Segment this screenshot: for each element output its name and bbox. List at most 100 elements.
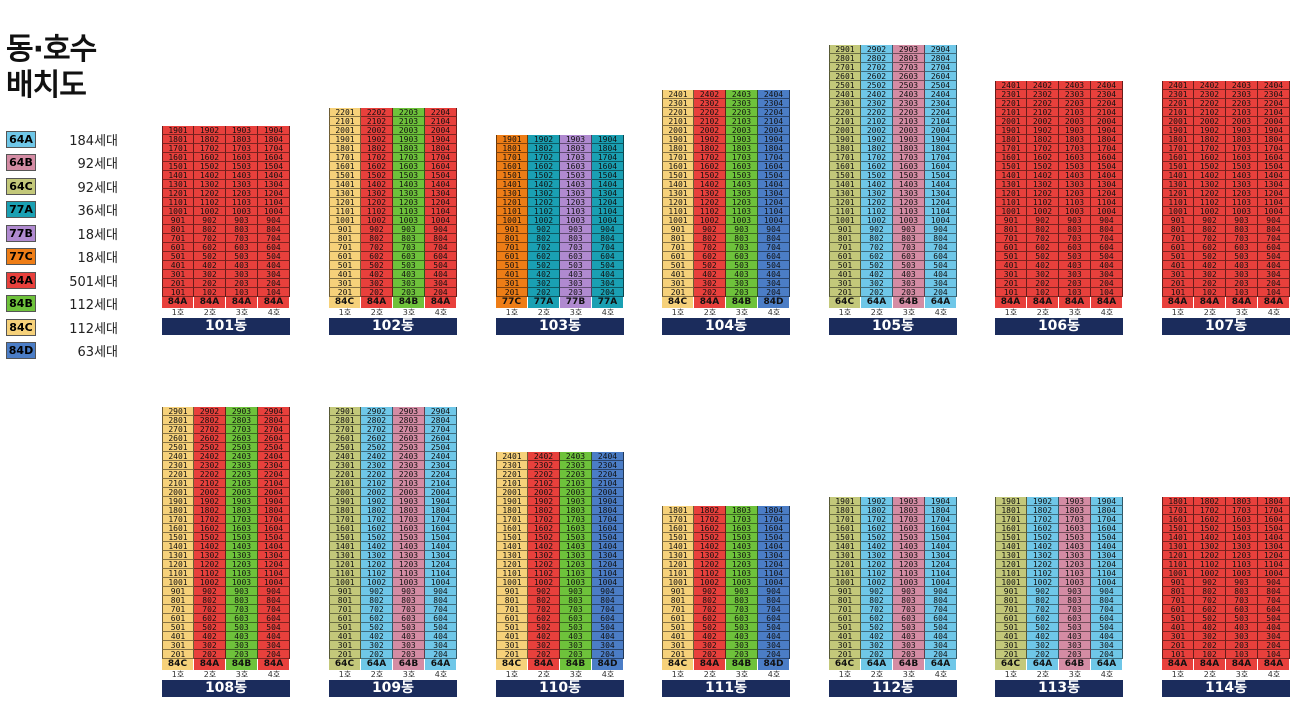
unit-cell: 601: [162, 243, 194, 252]
unit-cell: 1601: [1162, 153, 1194, 162]
unit-cell: 704: [758, 243, 790, 252]
unit-cell: 2303: [893, 99, 925, 108]
unit-cell: 602: [194, 243, 226, 252]
unit-cell: 2704: [925, 63, 957, 72]
line-number-label: 1호: [838, 308, 852, 317]
unit-cell: 804: [758, 596, 790, 605]
unit-cell: 1303: [726, 189, 758, 198]
unit-cell: 2503: [393, 443, 425, 452]
unit-cell: 2103: [1226, 108, 1258, 117]
building-name-label: 110동: [496, 680, 624, 697]
unit-cell: 202: [694, 288, 726, 297]
unit-cell: 701: [829, 243, 861, 252]
unit-cell: 1901: [995, 497, 1027, 506]
unit-cell: 1503: [393, 533, 425, 542]
unit-cell: 1704: [1258, 144, 1290, 153]
unit-cell: 804: [758, 234, 790, 243]
unit-cell: 1701: [496, 153, 528, 162]
unit-cell: 1402: [194, 171, 226, 180]
unit-cell: 202: [861, 288, 893, 297]
unit-cell: 1802: [528, 144, 560, 153]
unit-cell: 1704: [758, 153, 790, 162]
unit-stack: 2901 2801 2701 2601 2501 2401 2301 2201 2101 2001…: [162, 407, 290, 659]
page-title-line-2: 배치도: [6, 68, 87, 103]
unit-cell: 2004: [1091, 117, 1123, 126]
unit-cell: 1702: [361, 153, 393, 162]
unit-cell: 1202: [528, 560, 560, 569]
unit-cell: 701: [496, 605, 528, 614]
unit-cell: 1403: [893, 542, 925, 551]
unit-cell: 902: [361, 587, 393, 596]
unit-cell: 203: [226, 650, 258, 659]
building-9: 2901 2801 2701 2601 2501 2401 2301 2201 2101 2001…: [329, 407, 461, 714]
unit-cell: 1103: [726, 207, 758, 216]
unit-cell: 404: [258, 632, 290, 641]
unit-cell: 1903: [1226, 126, 1258, 135]
unit-cell: 1301: [662, 189, 694, 198]
line-number-row: 1호 2호 3호 4호: [829, 308, 957, 318]
unit-cell: 1201: [329, 198, 361, 207]
unit-cell: 901: [329, 587, 361, 596]
unit-cell: 204: [258, 650, 290, 659]
unit-cell: 1904: [425, 135, 457, 144]
unit-cell: 302: [361, 279, 393, 288]
unit-cell: 1102: [1027, 198, 1059, 207]
unit-cell: 1601: [662, 524, 694, 533]
unit-cell: 1204: [592, 198, 624, 207]
unit-cell: 1704: [1258, 506, 1290, 515]
unit-cell: 1504: [1258, 524, 1290, 533]
unit-cell: 602: [861, 614, 893, 623]
unit-cell: 1301: [1162, 180, 1194, 189]
unit-cell: 1001: [329, 216, 361, 225]
unit-cell: 401: [496, 270, 528, 279]
unit-cell: 504: [1091, 252, 1123, 261]
unit-cell: 1502: [1194, 524, 1226, 533]
unit-cell: 403: [726, 632, 758, 641]
unit-cell: 1203: [393, 560, 425, 569]
building-name-label: 103동: [496, 318, 624, 335]
line-column: 2901 2801 2701 2601 2501 2401 2301 2201 2101 2001…: [329, 407, 361, 659]
unit-stack: 1901 1801 1701 1601 1501 1401 1301 1201 1101 1001…: [995, 497, 1123, 659]
line-number-label: 3호: [902, 670, 916, 679]
unit-cell: 2002: [361, 126, 393, 135]
unit-cell: 301: [1162, 270, 1194, 279]
unit-cell: 1402: [861, 180, 893, 189]
legend-swatch: 77B: [6, 224, 36, 242]
unit-cell: 1401: [662, 542, 694, 551]
line-number-label: 1호: [505, 308, 519, 317]
unit-cell: 1702: [861, 515, 893, 524]
unit-cell: 2003: [893, 126, 925, 135]
unit-type-label: 84A: [694, 297, 726, 308]
unit-cell: 1101: [995, 569, 1027, 578]
unit-cell: 1202: [694, 198, 726, 207]
unit-cell: 903: [1059, 216, 1091, 225]
unit-cell: 2001: [329, 488, 361, 497]
unit-type-label: 84A: [995, 297, 1027, 308]
unit-cell: 2504: [925, 81, 957, 90]
unit-cell: 1204: [425, 198, 457, 207]
unit-cell: 2402: [361, 452, 393, 461]
unit-cell: 1503: [893, 533, 925, 542]
unit-cell: 2002: [1194, 117, 1226, 126]
unit-cell: 1202: [861, 560, 893, 569]
unit-cell: 2102: [1194, 108, 1226, 117]
unit-cell: 2902: [861, 45, 893, 54]
legend-item: 64A 184세대: [6, 128, 118, 150]
unit-cell: 904: [1258, 578, 1290, 587]
unit-cell: 504: [425, 261, 457, 270]
unit-cell: 1802: [194, 135, 226, 144]
unit-cell: 1903: [393, 135, 425, 144]
unit-cell: 503: [1226, 252, 1258, 261]
legend-swatch: 84B: [6, 295, 36, 312]
unit-cell: 804: [1091, 225, 1123, 234]
unit-cell: 1804: [258, 135, 290, 144]
unit-cell: 902: [861, 225, 893, 234]
unit-cell: 201: [995, 279, 1027, 288]
unit-cell: 1203: [393, 198, 425, 207]
unit-cell: 404: [425, 270, 457, 279]
unit-type-label: 84A: [1258, 297, 1290, 308]
unit-cell: 202: [528, 288, 560, 297]
line-column: 1903 1803 1703 1603 1503 1403 1303 1203 1103 1003…: [893, 497, 925, 659]
unit-cell: 1002: [194, 207, 226, 216]
unit-cell: 2003: [393, 488, 425, 497]
